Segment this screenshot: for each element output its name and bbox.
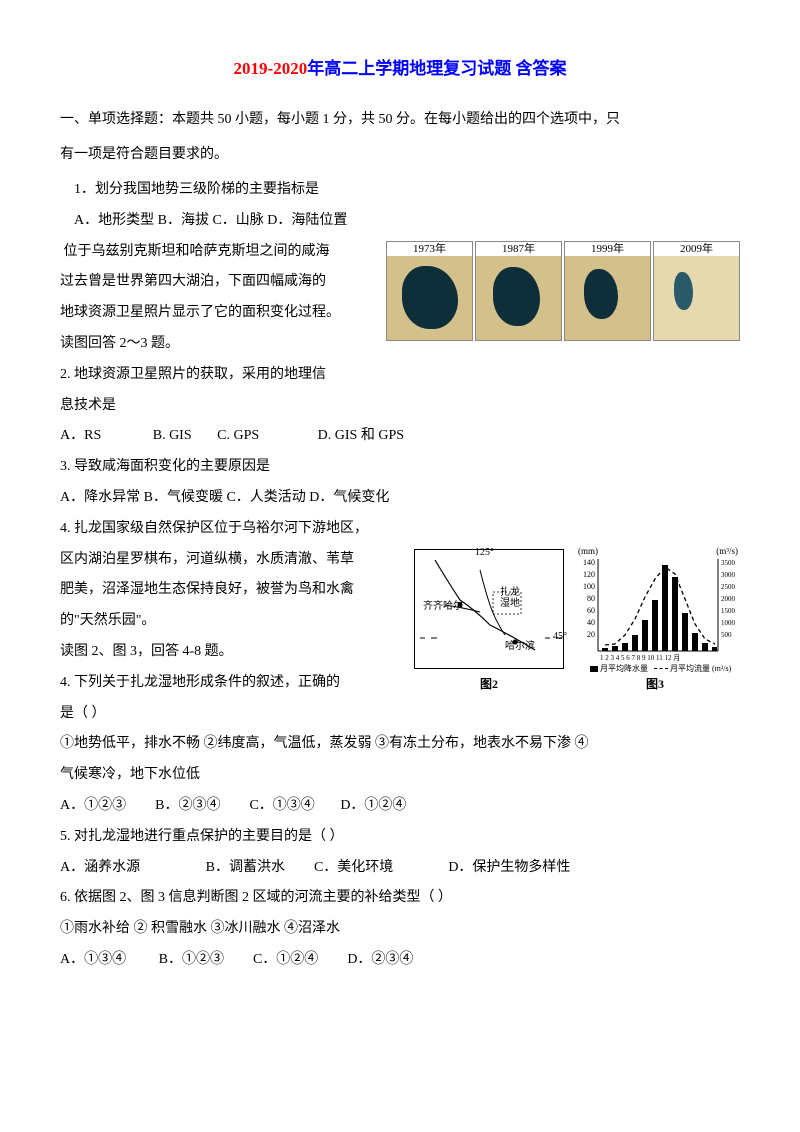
svg-text:2500: 2500 <box>721 583 736 591</box>
q5-c: C．美化环境 <box>314 860 393 875</box>
q2-line2: 息技术是 <box>60 391 740 422</box>
q1-options: A．地形类型 B．海拔 C．山脉 D．海陆位置 <box>60 206 740 237</box>
map-zl1: 扎龙 <box>500 588 520 598</box>
section-instructions-2: 有一项是符合题目要求的。 <box>60 140 740 171</box>
legend-rain: 月平均降水量 <box>600 664 648 673</box>
q4-line2: 是（ ） <box>60 699 740 730</box>
page-title: 2019-2020年高二上学期地理复习试题 含答案 <box>60 50 740 87</box>
q5-a: A．涵养水源 <box>60 860 140 875</box>
q4-line3: ①地势低平，排水不畅 ②纬度高，气温低，蒸发弱 ③有冻土分布，地表水不易下渗 ④ <box>60 729 740 760</box>
lake-shape <box>584 269 618 319</box>
svg-text:500: 500 <box>721 631 732 639</box>
sat-1973: 1973年 <box>386 241 473 341</box>
q4-a: A．①②③ <box>60 798 126 813</box>
svg-text:3000: 3000 <box>721 571 736 579</box>
legend-flow: 月平均流量 <box>670 664 710 673</box>
q4-line4: 气候寒冷，地下水位低 <box>60 760 740 791</box>
sat-label: 1987年 <box>476 242 561 256</box>
fig2-caption: 图2 <box>414 671 564 697</box>
q4-c: C．①③④ <box>249 798 314 813</box>
sat-2009: 2009年 <box>653 241 740 341</box>
q5-text: 5. 对扎龙湿地进行重点保护的主要目的是（ ） <box>60 822 740 853</box>
title-year: 2019-2020 <box>234 59 308 78</box>
title-rest: 年高二上学期地理复习试题 含答案 <box>307 59 566 78</box>
q6-c: C．①②④ <box>253 952 318 967</box>
svg-text:140: 140 <box>583 558 595 567</box>
q3-text: 3. 导致咸海面积变化的主要原因是 <box>60 452 740 483</box>
q2-line1: 2. 地球资源卫星照片的获取，采用的地理信 <box>60 360 740 391</box>
figure-2: 125° 齐齐哈尔 扎龙 湿地 哈尔滨 45° 图2 <box>414 549 564 697</box>
svg-text:40: 40 <box>587 618 595 627</box>
q6-text: 6. 依据图 2、图 3 信息判断图 2 区域的河流主要的补给类型（ ） <box>60 883 740 914</box>
section-instructions-1: 一、单项选择题：本题共 50 小题，每小题 1 分，共 50 分。在每小题给出的… <box>60 105 740 136</box>
svg-text:1500: 1500 <box>721 607 736 615</box>
q4-options: A．①②③ B．②③④ C．①③④ D．①②④ <box>60 791 740 822</box>
q2-options: A．RS B. GIS C. GPS D. GIS 和 GPS <box>60 421 740 452</box>
sat-1999: 1999年 <box>564 241 651 341</box>
svg-text:3500: 3500 <box>721 559 736 567</box>
figure-row: 125° 齐齐哈尔 扎龙 湿地 哈尔滨 45° 图2 (mm) (m³/s) <box>414 549 740 697</box>
q4-d: D．①②④ <box>340 798 406 813</box>
q6-options: A．①③④ B．①②③ C．①②④ D．②③④ <box>60 945 740 976</box>
map-qqh: 齐齐哈尔 <box>423 602 463 612</box>
figure-3: (mm) (m³/s) 140 120 100 80 60 40 20 3500… <box>570 549 740 697</box>
chart-legend: 月平均降水量 月平均流量 (m³/s) <box>590 665 731 673</box>
q4-intro-1: 4. 扎龙国家级自然保护区位于乌裕尔河下游地区， <box>60 514 740 545</box>
svg-text:120: 120 <box>583 570 595 579</box>
sat-label: 2009年 <box>654 242 739 256</box>
q2-d: D. GIS 和 GPS <box>318 428 404 443</box>
svg-text:1 2 3 4 5 6 7 8 9 10 11 12 月: 1 2 3 4 5 6 7 8 9 10 11 12 月 <box>600 654 680 662</box>
q3-options: A．降水异常 B．气候变暖 C．人类活动 D．气候变化 <box>60 483 740 514</box>
map-lat: 45° <box>553 632 567 642</box>
fig3-caption: 图3 <box>570 671 740 697</box>
map-zl2: 湿地 <box>500 599 520 609</box>
q2-c: C. GPS <box>217 428 259 443</box>
q2-a: A．RS <box>60 428 101 443</box>
aral-satellite-row: 1973年 1987年 1999年 2009年 <box>386 241 740 341</box>
svg-text:100: 100 <box>583 582 595 591</box>
q1-text: 1．划分我国地势三级阶梯的主要指标是 <box>60 175 740 206</box>
map-hrb: 哈尔滨 <box>505 642 535 652</box>
q6-line2: ①雨水补给 ② 积雪融水 ③冰川融水 ④沼泽水 <box>60 914 740 945</box>
q6-b: B．①②③ <box>159 952 224 967</box>
svg-text:60: 60 <box>587 606 595 615</box>
q6-d: D．②③④ <box>347 952 413 967</box>
svg-text:2000: 2000 <box>721 595 736 603</box>
legend-unit: (m³/s) <box>712 664 731 673</box>
q6-a: A．①③④ <box>60 952 126 967</box>
sat-1987: 1987年 <box>475 241 562 341</box>
q2-b: B. GIS <box>153 428 192 443</box>
sat-label: 1999年 <box>565 242 650 256</box>
chart-fig3: (mm) (m³/s) 140 120 100 80 60 40 20 3500… <box>570 549 740 669</box>
svg-text:20: 20 <box>587 630 595 639</box>
q5-options: A．涵养水源 B．调蓄洪水 C．美化环境 D．保护生物多样性 <box>60 853 740 884</box>
q4-b: B．②③④ <box>155 798 220 813</box>
lake-shape <box>674 272 693 310</box>
chart-svg: 140 120 100 80 60 40 20 3500 3000 2500 2… <box>570 549 740 669</box>
svg-text:1000: 1000 <box>721 619 736 627</box>
aral-text: 位于乌兹别克斯坦和哈萨克斯坦之间的咸海 <box>64 244 330 259</box>
q5-d: D．保护生物多样性 <box>448 860 570 875</box>
map-fig2: 125° 齐齐哈尔 扎龙 湿地 哈尔滨 45° <box>414 549 564 669</box>
lake-shape <box>493 267 540 326</box>
sat-label: 1973年 <box>387 242 472 256</box>
q5-b: B．调蓄洪水 <box>206 860 285 875</box>
svg-text:80: 80 <box>587 594 595 603</box>
